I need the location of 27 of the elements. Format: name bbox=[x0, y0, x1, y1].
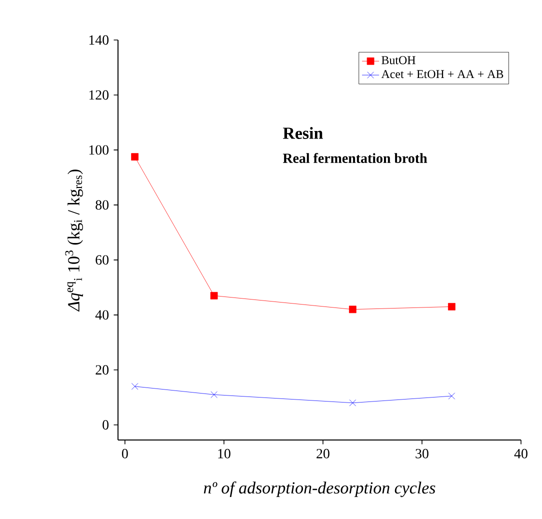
legend-label: ButOH bbox=[382, 56, 416, 64]
x-tick-label: 10 bbox=[218, 448, 230, 458]
legend-label: Acet + EtOH + AA + AB bbox=[381, 70, 504, 78]
y-tick-label: 140 bbox=[89, 35, 109, 45]
y-tick-label: 20 bbox=[96, 365, 109, 375]
point bbox=[131, 383, 138, 390]
point bbox=[448, 302, 456, 310]
text: Δq$^{eq}$$_{i}$ 10$^{3}$ (kg$_{i}$ / kg$_{res}$) bbox=[65, 170, 83, 312]
y-tick-label: 80 bbox=[96, 200, 109, 210]
point bbox=[210, 292, 218, 300]
x-tick-label: 30 bbox=[416, 448, 428, 458]
annotation: Resin bbox=[282, 127, 323, 139]
x-tick-label: 40 bbox=[514, 448, 528, 458]
point bbox=[348, 306, 356, 314]
y-tick-label: 60 bbox=[96, 255, 109, 265]
x-tick-label: 0 bbox=[122, 448, 128, 458]
point bbox=[448, 392, 456, 400]
point bbox=[131, 153, 139, 161]
x-axis-title: nº of adsorption-desorption cycles bbox=[204, 482, 436, 498]
point bbox=[210, 391, 218, 398]
y-tick-label: 40 bbox=[95, 310, 109, 320]
x-tick-label: 20 bbox=[316, 448, 330, 458]
y-tick-label: 120 bbox=[89, 90, 109, 100]
y-tick-label: 0 bbox=[102, 420, 109, 430]
point bbox=[349, 400, 356, 406]
y-tick-label: 100 bbox=[89, 145, 109, 155]
annotation: Real fermentation broth bbox=[282, 153, 428, 163]
